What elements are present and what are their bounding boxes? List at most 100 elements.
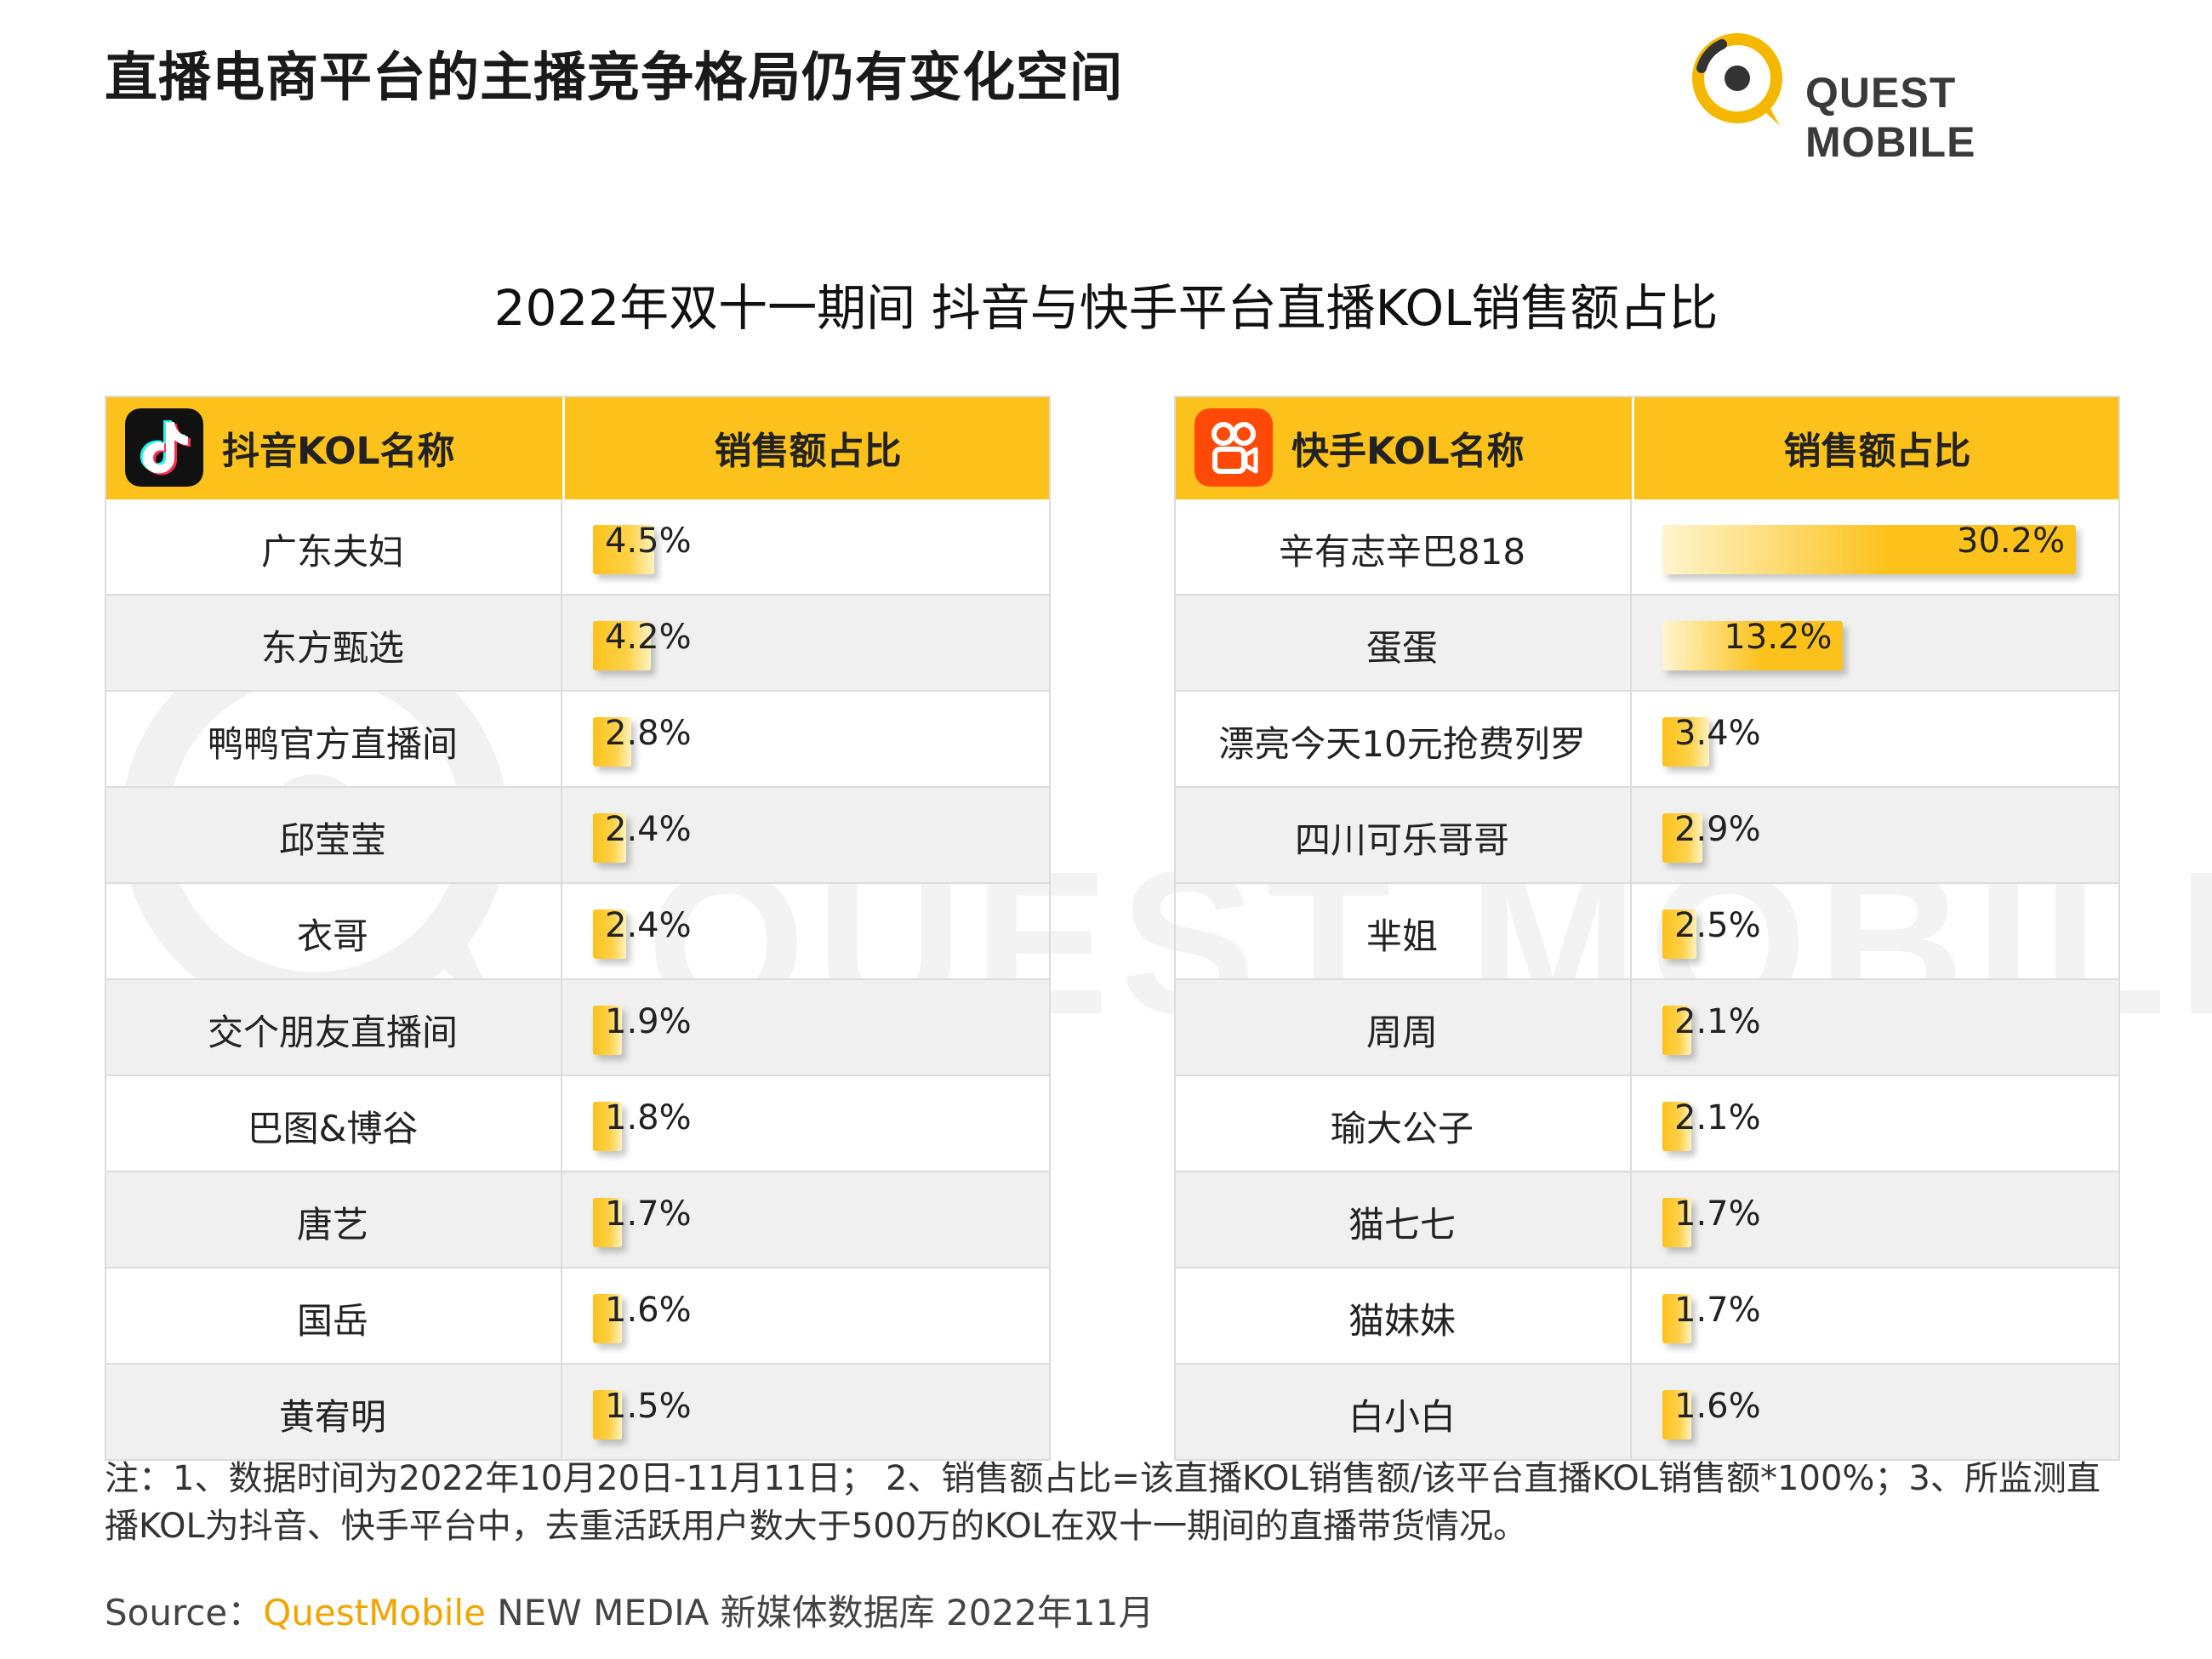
table-body: 广东夫妇 4.5% 东方甄选 4.2% 鸭鸭官方直播间 2.8% 邱莹莹 2.4% 衣哥 2.4%… bbox=[105, 499, 1051, 1461]
kol-name: 猫七七 bbox=[1174, 1172, 1632, 1267]
table-header: 快手KOL名称 销售额占比 bbox=[1174, 396, 2120, 499]
share-label: 1.6% bbox=[1674, 1387, 1761, 1426]
kol-name: 辛有志辛巴818 bbox=[1174, 499, 1632, 594]
footnote: 注：1、数据时间为2022年10月20日-11月11日； 2、销售额占比=该直播… bbox=[105, 1459, 2101, 1546]
value-column-header: 销售额占比 bbox=[714, 430, 902, 473]
kol-name: 蛋蛋 bbox=[1174, 596, 1632, 690]
share-cell: 30.2% bbox=[1632, 499, 2120, 594]
kol-name: 漂亮今天10元抢费列罗 bbox=[1174, 692, 1632, 786]
share-bar bbox=[593, 1294, 622, 1343]
share-label: 2.5% bbox=[1674, 906, 1761, 945]
share-bar bbox=[593, 717, 632, 767]
share-bar bbox=[1662, 1102, 1691, 1151]
share-label: 2.4% bbox=[605, 906, 692, 945]
kol-name: 国岳 bbox=[105, 1268, 562, 1363]
share-cell: 1.7% bbox=[562, 1172, 1051, 1267]
brand-name: QUEST MOBILE bbox=[1805, 69, 1976, 166]
table-row: 邱莹莹 2.4% bbox=[105, 788, 1051, 884]
share-cell: 4.2% bbox=[562, 596, 1051, 690]
table-row: 猫七七 1.7% bbox=[1174, 1172, 2120, 1268]
share-cell: 3.4% bbox=[1632, 692, 2120, 786]
share-bar bbox=[593, 621, 651, 670]
douyin-icon bbox=[125, 408, 203, 487]
table-row: 广东夫妇 4.5% bbox=[105, 499, 1051, 596]
kol-name: 芈姐 bbox=[1174, 884, 1632, 978]
share-bar bbox=[593, 813, 626, 863]
share-cell: 1.6% bbox=[1632, 1365, 2120, 1459]
share-bar bbox=[1662, 621, 1844, 670]
kol-name: 邱莹莹 bbox=[105, 788, 562, 882]
share-label: 3.4% bbox=[1674, 714, 1761, 753]
share-bar bbox=[593, 1102, 622, 1151]
table-row: 瑜大公子 2.1% bbox=[1174, 1076, 2120, 1172]
share-label: 2.9% bbox=[1674, 810, 1761, 849]
kol-name: 鸭鸭官方直播间 bbox=[105, 692, 562, 786]
share-label: 1.9% bbox=[605, 1002, 692, 1041]
chart-title: 2022年双十一期间 抖音与快手平台直播KOL销售额占比 bbox=[493, 279, 1719, 337]
share-cell: 1.9% bbox=[562, 980, 1051, 1075]
share-label: 1.7% bbox=[605, 1194, 692, 1234]
share-cell: 2.4% bbox=[562, 788, 1051, 882]
table-row: 国岳 1.6% bbox=[105, 1268, 1051, 1365]
share-label: 2.1% bbox=[1674, 1002, 1761, 1041]
share-bar bbox=[1662, 717, 1709, 767]
kol-name: 广东夫妇 bbox=[105, 499, 562, 594]
share-cell: 2.8% bbox=[562, 692, 1051, 786]
kol-name: 交个朋友直播间 bbox=[105, 980, 562, 1075]
quest-mobile-logo-icon bbox=[1692, 33, 1782, 126]
kuaishou-table: 快手KOL名称 销售额占比 辛有志辛巴818 30.2% 蛋蛋 13.2% 漂亮今天10… bbox=[1174, 396, 2120, 1461]
share-bar bbox=[1662, 1198, 1691, 1247]
table-body: 辛有志辛巴818 30.2% 蛋蛋 13.2% 漂亮今天10元抢费列罗 3.4% 四川可乐哥… bbox=[1174, 499, 2120, 1461]
share-bar bbox=[593, 1006, 622, 1055]
share-label: 1.7% bbox=[1674, 1291, 1761, 1330]
share-cell: 1.7% bbox=[1632, 1172, 2120, 1267]
source-prefix: Source： bbox=[105, 1592, 264, 1633]
table-row: 白小白 1.6% bbox=[1174, 1365, 2120, 1461]
share-label: 1.7% bbox=[1674, 1194, 1761, 1234]
kol-name: 唐艺 bbox=[105, 1172, 562, 1267]
share-cell: 4.5% bbox=[562, 499, 1051, 594]
kol-name: 四川可乐哥哥 bbox=[1174, 788, 1632, 882]
table-row: 芈姐 2.5% bbox=[1174, 884, 2120, 980]
share-bar bbox=[1662, 1294, 1691, 1343]
value-column-header: 销售额占比 bbox=[1783, 430, 1971, 473]
kol-name: 衣哥 bbox=[105, 884, 562, 978]
name-column-header: 抖音KOL名称 bbox=[222, 430, 455, 473]
source-rest: NEW MEDIA 新媒体数据库 2022年11月 bbox=[485, 1592, 1154, 1633]
share-cell: 2.5% bbox=[1632, 884, 2120, 978]
share-label: 13.2% bbox=[1724, 618, 1833, 657]
share-cell: 1.6% bbox=[562, 1268, 1051, 1363]
share-cell: 2.1% bbox=[1632, 980, 2120, 1075]
share-cell: 1.8% bbox=[562, 1076, 1051, 1171]
share-label: 1.6% bbox=[605, 1291, 692, 1330]
douyin-table: 抖音KOL名称 销售额占比 广东夫妇 4.5% 东方甄选 4.2% 鸭鸭官方直播间 2.8… bbox=[105, 396, 1051, 1461]
kol-name: 猫妹妹 bbox=[1174, 1268, 1632, 1363]
share-label: 4.2% bbox=[605, 618, 692, 657]
share-label: 1.8% bbox=[605, 1098, 692, 1137]
kol-name: 黄宥明 bbox=[105, 1365, 562, 1459]
name-column-header: 快手KOL名称 bbox=[1291, 430, 1525, 473]
brand-logo: QUEST MOBILE bbox=[1685, 26, 2127, 166]
share-cell: 2.4% bbox=[562, 884, 1051, 978]
share-bar bbox=[593, 525, 655, 574]
table-row: 黄宥明 1.5% bbox=[105, 1365, 1051, 1461]
kol-name: 东方甄选 bbox=[105, 596, 562, 690]
table-row: 交个朋友直播间 1.9% bbox=[105, 980, 1051, 1076]
share-cell: 2.1% bbox=[1632, 1076, 2120, 1171]
share-label: 4.5% bbox=[605, 522, 692, 561]
source-brand: QuestMobile bbox=[263, 1592, 486, 1633]
table-row: 辛有志辛巴818 30.2% bbox=[1174, 499, 2120, 596]
share-cell: 1.7% bbox=[1632, 1268, 2120, 1363]
table-row: 衣哥 2.4% bbox=[105, 884, 1051, 980]
table-header: 抖音KOL名称 销售额占比 bbox=[105, 396, 1051, 499]
table-row: 猫妹妹 1.7% bbox=[1174, 1268, 2120, 1365]
share-bar bbox=[593, 1390, 622, 1440]
share-label: 2.8% bbox=[605, 714, 692, 753]
page-title: 直播电商平台的主播竞争格局仍有变化空间 bbox=[105, 46, 1124, 108]
share-bar bbox=[593, 909, 626, 959]
table-row: 漂亮今天10元抢费列罗 3.4% bbox=[1174, 692, 2120, 788]
table-row: 东方甄选 4.2% bbox=[105, 596, 1051, 692]
table-row: 蛋蛋 13.2% bbox=[1174, 596, 2120, 692]
share-label: 1.5% bbox=[605, 1387, 692, 1426]
share-cell: 1.5% bbox=[562, 1365, 1051, 1459]
